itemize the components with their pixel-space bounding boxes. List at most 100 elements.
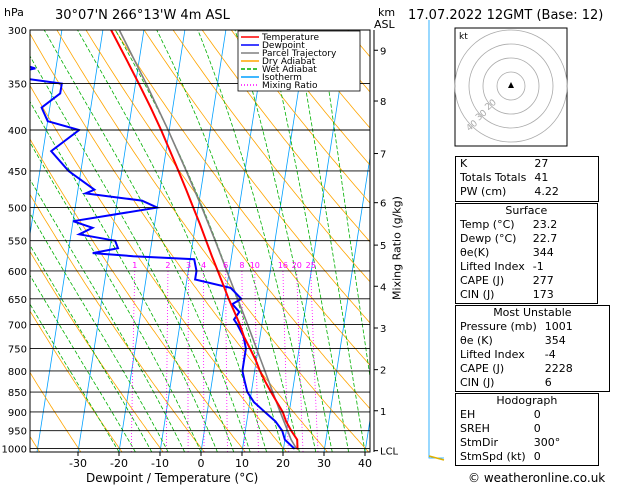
wet-adiabat-line [30, 303, 120, 452]
indices-top-box: K 27 Totals Totals 41 PW (cm) 4.22 [455, 156, 600, 202]
mixing-ratio-label: 3 [186, 261, 191, 270]
dry-adiabat-line [30, 84, 287, 452]
wet-adiabat-line [156, 30, 300, 452]
mixing-ratio-label: 2 [165, 261, 170, 270]
mixing-ratio-label: 16 [278, 261, 288, 270]
hodograph-index-value: 0 [533, 422, 541, 435]
pressure-tick-label: 500 [8, 204, 27, 215]
dewpoint-line [30, 65, 296, 450]
legend-entry: Mixing Ratio [262, 81, 318, 91]
hpa-unit-label: hPa [4, 6, 24, 19]
hodograph-index-row: SREH 0 [456, 422, 598, 436]
mixing-ratio-label: 25 [306, 261, 316, 270]
most-unstable-index-value: -4 [544, 348, 556, 361]
surface-index-name: Temp (°C) [460, 218, 515, 231]
surface-index-row: Dewp (°C) 22.7 [456, 232, 597, 246]
y-axis-title-mixing-ratio: Mixing Ratio (g/kg) [390, 196, 404, 300]
hodograph-title: Hodograph [496, 394, 558, 407]
pressure-tick-label: 350 [8, 80, 27, 91]
index-row: PW (cm) 4.22 [456, 185, 598, 199]
most-unstable-index-value: 354 [544, 334, 566, 347]
legend-entry: Temperature [261, 33, 319, 43]
surface-index-row: θe(K) 344 [456, 246, 597, 260]
mixing-ratio-line [310, 270, 319, 452]
hodograph-index-row: StmSpd (kt) 0 [456, 450, 598, 464]
parcel-trajectory-line [118, 30, 298, 450]
wet-adiabat-line [30, 212, 169, 452]
surface-index-value: 173 [532, 288, 554, 301]
index-name: Totals Totals [460, 171, 527, 184]
km-tick-label: 5 [380, 241, 386, 252]
wind-profile-axis [428, 20, 444, 459]
mixing-ratio-line [254, 270, 259, 452]
most-unstable-title: Most Unstable [493, 306, 572, 319]
hodograph-ring [454, 29, 568, 143]
km-tick-label: 2 [380, 366, 386, 377]
surface-index-value: 23.2 [532, 218, 558, 231]
legend-entry: Wet Adiabat [262, 65, 317, 75]
legend-entry: Parcel Trajectory [262, 49, 337, 59]
temperature-line [110, 30, 299, 450]
surface-index-value: 22.7 [532, 232, 558, 245]
index-row: Totals Totals 41 [456, 171, 598, 185]
pressure-tick-label: 400 [8, 126, 27, 137]
most-unstable-index-name: θe (K) [460, 334, 493, 347]
x-tick-label: -10 [151, 457, 169, 470]
most-unstable-index-row: CAPE (J) 2228 [456, 362, 609, 376]
pressure-tick-label: 1000 [2, 445, 27, 456]
wet-adiabat-line [43, 30, 251, 452]
legend-entry: Isotherm [262, 73, 302, 83]
most-unstable-index-name: CIN (J) [460, 376, 495, 389]
wet-adiabat-line [197, 30, 317, 452]
dry-adiabat-line [259, 30, 370, 166]
surface-title: Surface [505, 204, 548, 217]
hodograph-index-row: EH 0 [456, 408, 598, 422]
surface-index-name: Lifted Index [460, 260, 525, 273]
km-tick-label: 4 [380, 282, 386, 293]
surface-index-name: CAPE (J) [460, 274, 505, 287]
surface-index-name: θe(K) [460, 246, 490, 259]
x-tick-label: 40 [358, 457, 372, 470]
most-unstable-index-name: Pressure (mb) [460, 320, 537, 333]
pressure-tick-label: 450 [8, 167, 27, 178]
hodograph-ring [482, 57, 540, 115]
dry-adiabat-line [30, 310, 123, 452]
dry-adiabat-line [30, 138, 246, 452]
most-unstable-index-row: Pressure (mb) 1001 [456, 320, 609, 334]
dry-adiabat-line [201, 30, 370, 243]
hodograph-box: Hodograph EH 0 SREH 0 StmDir 300° StmSpd (kt) 0 [455, 393, 599, 466]
pressure-tick-label: 700 [8, 321, 27, 332]
pressure-tick-label: 650 [8, 295, 27, 306]
hodograph-ring [468, 43, 554, 129]
x-axis-title: Dewpoint / Temperature (°C) [86, 471, 259, 485]
km-tick-label: 9 [380, 46, 386, 57]
mixing-ratio-line [187, 271, 189, 452]
hodograph-index-name: StmSpd (kt) [460, 450, 526, 463]
surface-index-row: CAPE (J) 277 [456, 274, 597, 288]
mixing-ratio-label: 1 [132, 261, 137, 270]
most-unstable-index-value: 2228 [544, 362, 573, 375]
surface-index-row: Temp (°C) 23.2 [456, 218, 597, 232]
km-tick-label: 7 [380, 150, 386, 161]
wet-adiabat-line [30, 274, 136, 452]
hodograph-index-row: StmDir 300° [456, 436, 598, 450]
surface-index-value: 344 [532, 246, 554, 259]
x-tick-label: -30 [69, 457, 87, 470]
km-unit-label: km [378, 6, 396, 19]
most-unstable-index-name: Lifted Index [460, 348, 525, 361]
pressure-tick-label: 750 [8, 345, 27, 356]
hodograph-ring [496, 71, 526, 101]
most-unstable-index-row: Lifted Index -4 [456, 348, 609, 362]
surface-box: Surface Temp (°C) 23.2 Dewp (°C) 22.7 θe(K) 3… [455, 203, 598, 304]
hodograph-index-name: SREH [460, 422, 490, 435]
plot-frame [29, 29, 371, 453]
mixing-ratio-label: 4 [201, 261, 206, 270]
hodograph-index-value: 300° [533, 436, 561, 449]
most-unstable-index-value: 6 [544, 376, 552, 389]
km-tick-label: 1 [380, 407, 386, 418]
x-tick-label: 30 [317, 457, 331, 470]
wet-adiabat-line [77, 30, 267, 452]
mixing-ratio-label: 20 [292, 261, 302, 270]
datetime-title: 17.07.2022 12GMT (Base: 12) [408, 8, 604, 23]
